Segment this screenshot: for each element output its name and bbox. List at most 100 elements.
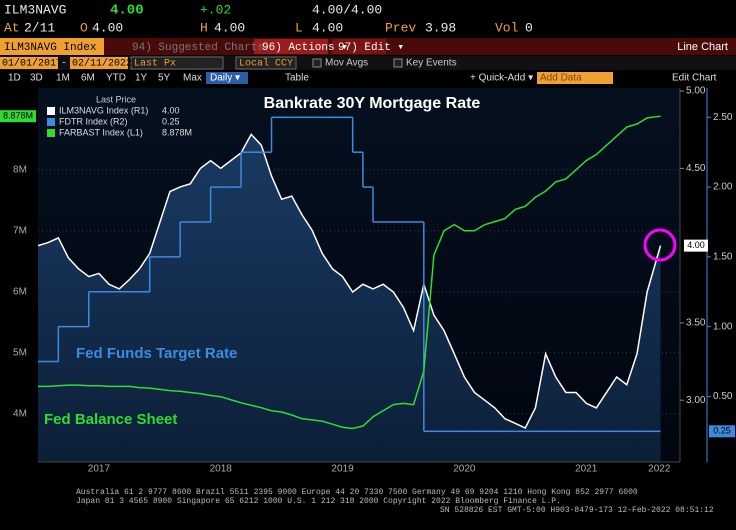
legend-name: FDTR Index (R2): [59, 116, 128, 126]
period-button[interactable]: YTD: [106, 73, 126, 84]
legend-swatch: [47, 107, 55, 115]
last-value-box: [709, 425, 735, 438]
x-tick-label: 2018: [210, 464, 233, 475]
security-box[interactable]: [0, 38, 104, 55]
quote-label: H: [200, 20, 208, 35]
footer-line: Australia 61 2 9777 8600 Brazil 5511 239…: [76, 488, 638, 497]
legend-value: 4.00: [162, 105, 180, 115]
menu-item[interactable]: 97) Edit ▾: [338, 42, 404, 54]
y2-tick-label: 5.00: [686, 86, 706, 97]
annotation: Fed Balance Sheet: [44, 411, 177, 428]
menu-item[interactable]: 94) Suggested Charts: [132, 42, 264, 54]
price-change: +.02: [200, 2, 231, 17]
highlight-circle: [643, 228, 677, 262]
last-value-box: [684, 239, 708, 252]
frequency[interactable]: Daily ▾: [210, 73, 240, 84]
ticker: ILM3NAVG: [4, 2, 66, 17]
plot: [37, 115, 680, 462]
option[interactable]: Key Events: [406, 58, 457, 69]
period-button[interactable]: 1Y: [135, 73, 148, 84]
option[interactable]: Mov Avgs: [325, 58, 368, 69]
quote-value: 3.98: [425, 20, 456, 35]
quote-label: Vol: [495, 20, 519, 35]
last-value-label: 4.00: [687, 240, 705, 250]
y-tick-label: 7M: [13, 225, 27, 236]
quote-label: O: [80, 20, 88, 35]
edit-chart[interactable]: Edit Chart: [672, 73, 717, 84]
legend-value: 0.25: [162, 116, 180, 126]
y2-tick-label: 3.50: [686, 318, 706, 329]
edit-button[interactable]: [332, 39, 386, 54]
period-button[interactable]: 6M: [81, 73, 95, 84]
x-tick-label: 2017: [88, 464, 111, 475]
x-tick-label: 2022: [648, 464, 671, 475]
add-data[interactable]: Add Data: [540, 73, 582, 84]
y2-tick-label: 4.50: [686, 163, 706, 174]
add-data-box[interactable]: [537, 72, 613, 84]
period-button[interactable]: 5Y: [158, 73, 171, 84]
area: [38, 134, 661, 462]
legend-swatch: [47, 118, 55, 126]
y2-tick-label: 3.00: [686, 395, 706, 406]
menu-item[interactable]: 96) Actions ▾: [262, 42, 348, 54]
y-tick-label: 5M: [13, 347, 27, 358]
y3-tick-label: 2.50: [713, 112, 733, 123]
currency[interactable]: Local CCY: [239, 58, 293, 70]
x-tick-label: 2021: [575, 464, 598, 475]
last-value-label: 8.878M: [3, 111, 33, 121]
chart-type: Line Chart: [677, 41, 728, 53]
y3-tick-label: 1.50: [713, 251, 733, 262]
quote-label: L: [295, 20, 303, 35]
security[interactable]: ILM3NAVG Index: [4, 42, 97, 54]
quote-label: At: [4, 20, 20, 35]
end-date-box[interactable]: [70, 57, 128, 69]
y3-tick-label: 1.00: [713, 321, 733, 332]
legend-value: 8.878M: [162, 127, 192, 137]
start-date[interactable]: 01/01/2017: [2, 58, 62, 70]
line: [38, 115, 661, 430]
period-button[interactable]: 3D: [30, 73, 43, 84]
last-value-box: [0, 110, 36, 123]
quote-value: 4.00: [312, 20, 343, 35]
field-box[interactable]: [130, 56, 224, 70]
quote-value: 4.00: [214, 20, 245, 35]
actions-button[interactable]: [254, 39, 328, 54]
frequency-box[interactable]: [206, 72, 248, 84]
legend-name: ILM3NAVG Index (R1): [59, 105, 148, 115]
annotation: Fed Funds Target Rate: [76, 345, 237, 362]
table-button[interactable]: Table: [285, 73, 309, 84]
checkbox[interactable]: [393, 58, 403, 68]
y-tick-label: 6M: [13, 286, 27, 297]
last-price: 4.00: [110, 3, 144, 19]
legend-name: FARBAST Index (L1): [59, 127, 143, 137]
quote-value: 0: [525, 20, 533, 35]
quote-value: 2/11: [24, 20, 55, 35]
legend-title: Last Price: [96, 94, 136, 104]
last-value-label: 0.25: [713, 426, 731, 436]
footer-line: SN 528826 EST GMT-5:00 H903-8479-173 12-…: [440, 506, 714, 515]
start-date-box[interactable]: [0, 57, 58, 69]
quote-value: 4.00: [92, 20, 123, 35]
field[interactable]: Last Px: [134, 59, 176, 70]
line: [37, 133, 662, 429]
end-date[interactable]: 02/11/2022: [72, 58, 132, 70]
x-tick-label: 2020: [453, 464, 476, 475]
footer-line: Japan 81 3 4565 8900 Singapore 65 6212 1…: [76, 497, 561, 506]
period-button[interactable]: Max: [183, 73, 202, 84]
period-button[interactable]: 1M: [56, 73, 70, 84]
legend-swatch: [47, 129, 55, 137]
bid-ask: 4.00/4.00: [312, 2, 382, 17]
quick-add[interactable]: + Quick-Add ▾: [470, 73, 533, 84]
date-separator: -: [61, 59, 67, 70]
currency-box[interactable]: [235, 56, 297, 70]
y-tick-label: 4M: [13, 408, 27, 419]
quote-label: Prev: [385, 20, 416, 35]
chart-title: Bankrate 30Y Mortgage Rate: [264, 95, 481, 112]
checkbox[interactable]: [312, 58, 322, 68]
y3-tick-label: 0.50: [713, 391, 733, 402]
y-tick-label: 8M: [13, 164, 27, 175]
period-button[interactable]: 1D: [8, 73, 21, 84]
x-tick-label: 2019: [331, 464, 354, 475]
